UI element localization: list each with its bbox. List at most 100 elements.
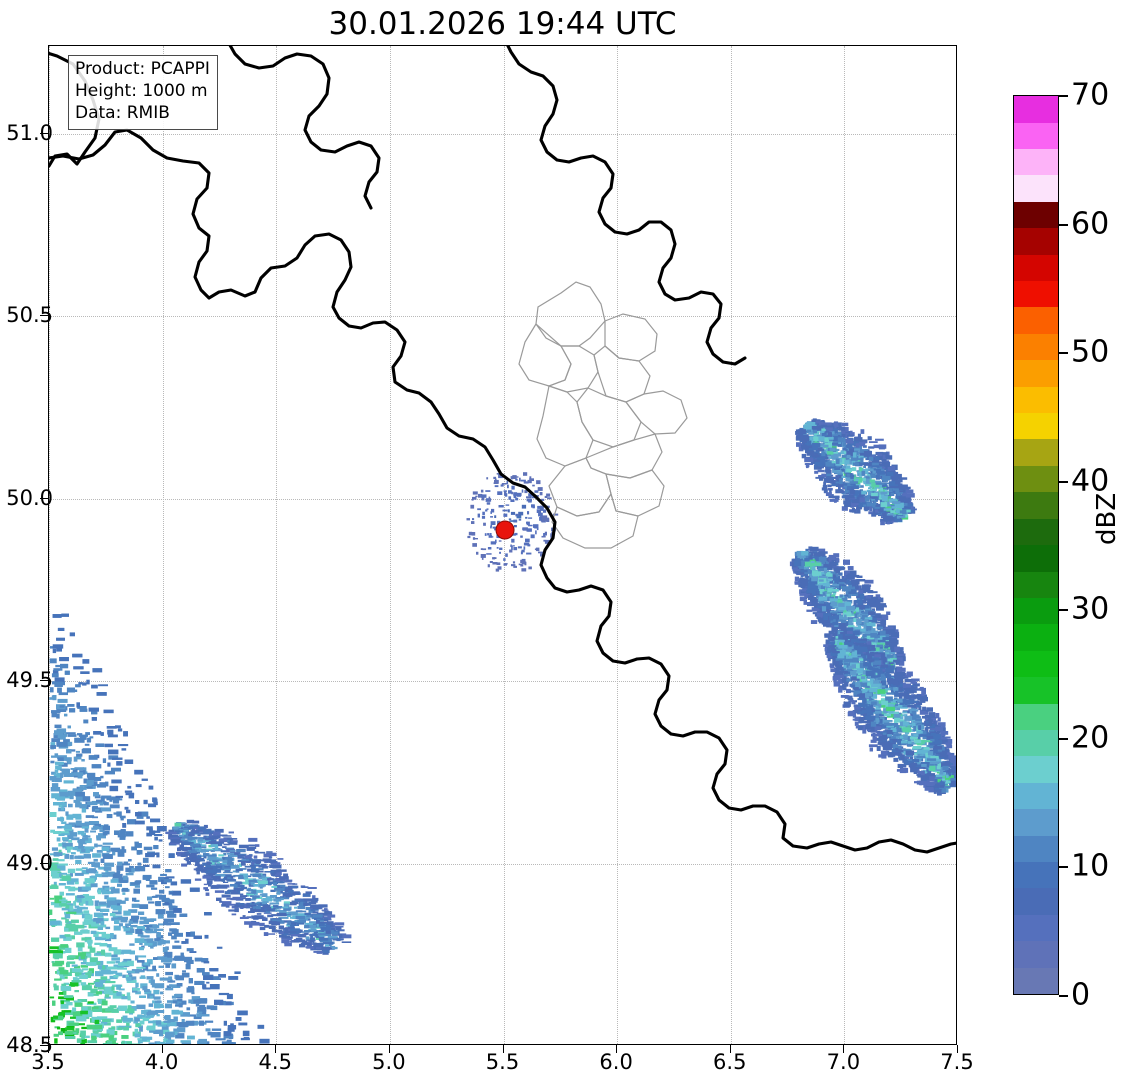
colorbar-tick-label: 10 [1071,848,1110,884]
colorbar-band [1014,333,1058,361]
radar-echo-layer [49,418,956,1044]
colorbar-tick-mark [1059,866,1068,869]
x-tick-mark [48,1045,49,1053]
gridline-horizontal [49,498,956,500]
x-tick-mark [388,1045,390,1053]
colorbar-band [1014,545,1058,572]
colorbar-band [1014,624,1058,651]
colorbar-tick-mark [1059,995,1068,997]
colorbar-band [1014,96,1058,123]
x-tick-label: 7.0 [826,1050,861,1074]
y-tick-label: 51.0 [6,120,53,145]
colorbar-band [1014,201,1058,229]
gridline-vertical [49,46,50,1044]
colorbar-band [1014,888,1058,915]
colorbar-band [1014,861,1058,889]
info-product: Product: PCAPPI [75,59,210,79]
colorbar-band [1014,122,1058,149]
x-tick-mark [502,1045,504,1053]
colorbar-band [1014,439,1058,466]
echo-region [466,472,559,572]
y-tick-label: 50.0 [6,485,53,510]
colorbar[interactable]: 0 10 20 30 40 50 60 70 [1013,78,1109,1013]
y-tick-mark [40,497,48,499]
colorbar-band [1014,518,1058,546]
colorbar-band [1014,729,1058,757]
colorbar-band [1014,650,1058,678]
luxembourg-cantons [518,281,688,549]
colorbar-tick-label: 60 [1071,206,1110,242]
y-tick-mark [40,680,48,682]
x-tick-mark [957,1045,958,1053]
y-tick-label: 50.5 [6,303,53,328]
y-tick-label: 49.0 [6,850,53,875]
x-tick-label: 5.5 [485,1050,520,1074]
y-tick-mark [40,315,48,317]
colorbar-tick-mark [1059,480,1068,483]
colorbar-gradient [1013,95,1059,995]
x-tick-mark [161,1045,163,1053]
gridline-horizontal [49,133,956,135]
y-tick-label: 48.5 [6,1033,53,1057]
x-tick-mark [843,1045,845,1053]
colorbar-band [1014,175,1058,202]
colorbar-band [1014,914,1058,942]
colorbar-band [1014,386,1058,414]
colorbar-tick-mark [1059,609,1068,612]
echo-region [823,629,956,796]
colorbar-tick-label: 0 [1071,977,1091,1013]
y-tick-label: 49.5 [6,668,53,693]
y-tick-mark [40,132,48,134]
colorbar-tick-label: 20 [1071,720,1110,756]
gridline-vertical [389,46,391,1044]
info-box: Product: PCAPPI Height: 1000 m Data: RMI… [68,55,218,130]
x-tick-label: 4.0 [144,1050,179,1074]
x-tick-label: 6.0 [599,1050,633,1074]
colorbar-tick-mark [1059,352,1068,355]
colorbar-band [1014,149,1058,176]
colorbar-tick-label: 70 [1071,77,1110,113]
colorbar-tick-mark [1059,737,1068,740]
gridline-vertical [276,46,278,1044]
map-overlay [49,46,956,1044]
y-tick-mark [40,1045,48,1046]
echo-region [49,613,270,1044]
colorbar-band [1014,703,1058,730]
colorbar-band [1014,835,1058,862]
gridline-vertical [844,46,846,1044]
colorbar-band [1014,809,1058,836]
page-title: 30.01.2026 19:44 UTC [328,6,677,42]
radar-plot-area[interactable]: Product: PCAPPI Height: 1000 m Data: RMI… [48,45,957,1045]
x-tick-mark [729,1045,731,1053]
radar-plot-canvas [49,46,956,1044]
colorbar-band [1014,967,1058,994]
gridline-vertical [730,46,732,1044]
gridline-horizontal [49,863,956,865]
colorbar-tick-label: 50 [1071,334,1110,370]
colorbar-tick-mark [1059,95,1068,97]
colorbar-band [1014,281,1058,308]
echo-region [789,546,906,676]
radar-site-marker[interactable] [495,520,515,540]
colorbar-band [1014,254,1058,282]
echo-region [165,819,352,955]
gridline-vertical [503,46,505,1044]
colorbar-band [1014,677,1058,704]
colorbar-band [1014,782,1058,810]
colorbar-band [1014,492,1058,519]
colorbar-band [1014,941,1058,968]
x-tick-label: 7.5 [940,1050,974,1074]
colorbar-band [1014,413,1058,440]
info-data: Data: RMIB [75,103,170,123]
colorbar-band [1014,571,1058,598]
x-tick-mark [275,1045,277,1053]
x-tick-label: 6.5 [713,1050,747,1074]
colorbar-axis-label: dBZ [1092,492,1122,545]
y-tick-mark [40,862,48,864]
colorbar-band [1014,597,1058,625]
colorbar-band [1014,360,1058,387]
colorbar-tick-mark [1059,223,1068,226]
colorbar-band [1014,465,1058,493]
colorbar-band [1014,307,1058,334]
x-tick-label: 3.5 [31,1050,65,1074]
